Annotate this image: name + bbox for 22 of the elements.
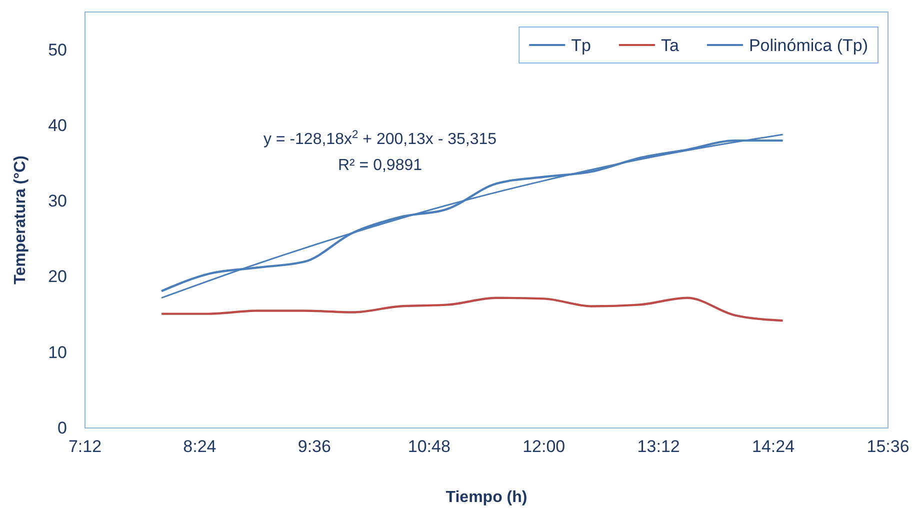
line-series xyxy=(160,296,784,322)
y-tick-label: 10 xyxy=(48,342,67,362)
x-tick-label: 14:24 xyxy=(752,437,795,456)
x-axis-title: Tiempo (h) xyxy=(446,489,528,506)
legend-label: Ta xyxy=(660,36,680,55)
legend-label: Polinómica (Tp) xyxy=(748,36,868,55)
y-tick-label: 20 xyxy=(48,267,67,286)
x-tick-label: 13:12 xyxy=(637,437,680,456)
legend-label: Tp xyxy=(571,36,591,55)
annotation: y = -128,18x$^{2}$ + 200,13x - 35,315 xyxy=(263,129,497,148)
y-tick-label: 0 xyxy=(58,418,67,438)
x-tick-label: 10:48 xyxy=(408,437,450,456)
y-tick-label: 40 xyxy=(48,116,67,135)
annotation: R² = 0,9891 xyxy=(338,157,422,174)
x-tick-label: 8:24 xyxy=(183,437,216,456)
y-tick-label: 50 xyxy=(48,40,67,60)
x-tick-label: 7:12 xyxy=(68,437,102,456)
x-tick-label: 12:00 xyxy=(522,437,566,456)
y-tick-label: 30 xyxy=(48,192,67,211)
x-tick-label: 15:36 xyxy=(866,437,910,456)
x-tick-label: 9:36 xyxy=(298,437,331,456)
y-axis-title: Temperatura (°C) xyxy=(12,156,29,284)
